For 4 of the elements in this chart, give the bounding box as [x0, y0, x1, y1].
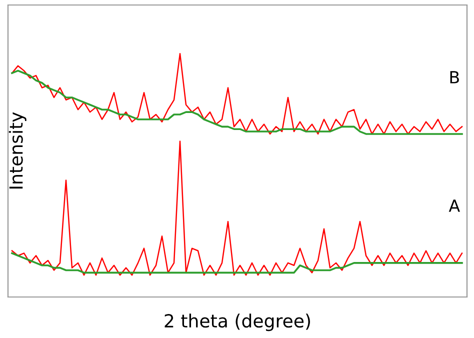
annotation: B	[450, 71, 459, 84]
x-axis-title: 2 theta (degree)	[164, 314, 310, 332]
annotation: A	[448, 200, 460, 212]
y-axis-title: Intensity	[8, 112, 26, 189]
